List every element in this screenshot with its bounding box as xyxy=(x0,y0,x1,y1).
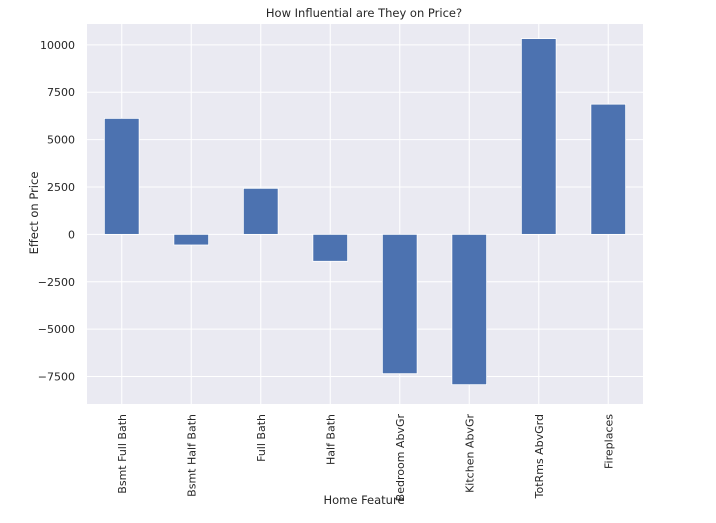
bar-totrms-abvgrd xyxy=(520,38,557,235)
x-tick-label: Half Bath xyxy=(324,414,337,465)
bar-kitchen-abvgr xyxy=(451,233,488,386)
y-tick-label: −5000 xyxy=(38,323,75,336)
bar-bsmt-half-bath xyxy=(173,233,210,246)
bar-half-bath xyxy=(312,233,349,262)
x-tick-label: Fireplaces xyxy=(602,414,615,469)
y-tick-label: −2500 xyxy=(38,276,75,289)
x-tick-label: Bedroom AbvGr xyxy=(394,414,407,502)
y-tick-label: 5000 xyxy=(47,134,75,147)
x-axis-label: Home Feature xyxy=(323,493,404,507)
y-tick-label: −7500 xyxy=(38,371,75,384)
x-tick-label: Bsmt Half Bath xyxy=(185,414,198,497)
x-axis-ticks: Bsmt Full Bath Bsmt Half Bath Full Bath Hal… xyxy=(116,414,616,502)
bar-fireplaces xyxy=(590,103,627,235)
y-tick-label: 2500 xyxy=(47,181,75,194)
y-tick-label: 0 xyxy=(68,228,75,241)
y-axis-label: Effect on Price xyxy=(27,172,41,255)
chart-title: How Influential are They on Price? xyxy=(266,6,462,20)
x-tick-label: Full Bath xyxy=(255,414,268,462)
bar-bedroom-abvgr xyxy=(381,233,418,375)
plot-area xyxy=(87,24,643,404)
y-axis-ticks: 10000 7500 5000 2500 0 −2500 −5000 −7500 xyxy=(38,39,75,384)
bar-full-bath xyxy=(242,187,279,235)
x-tick-label: Bsmt Full Bath xyxy=(116,414,129,494)
x-tick-label: Kitchen AbvGr xyxy=(463,414,476,493)
y-tick-label: 7500 xyxy=(47,86,75,99)
bars xyxy=(103,38,627,386)
y-tick-label: 10000 xyxy=(40,39,75,52)
x-tick-label: TotRms AbvGrd xyxy=(533,414,546,499)
bar-bsmt-full-bath xyxy=(103,117,140,235)
